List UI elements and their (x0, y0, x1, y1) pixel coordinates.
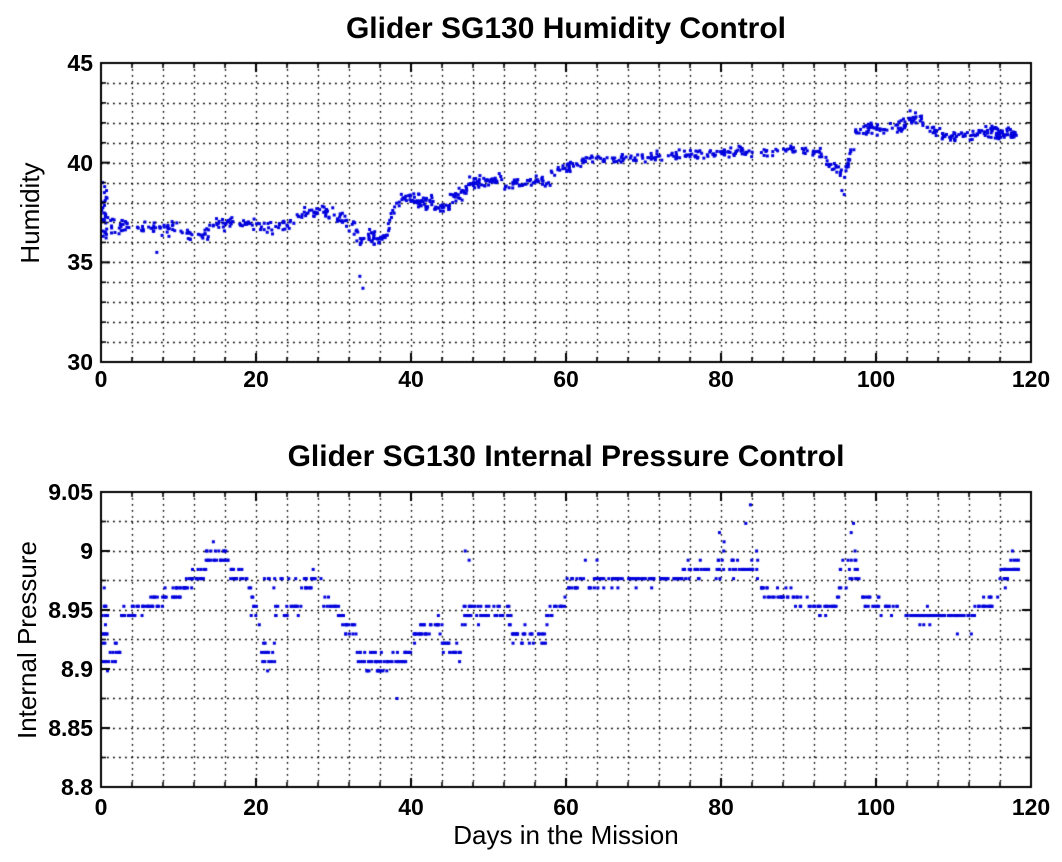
pressure-plot-title: Glider SG130 Internal Pressure Control (287, 440, 845, 473)
x-tick-label: 80 (708, 366, 734, 392)
x-tick-label: 20 (243, 794, 269, 820)
y-tick-label: 8.85 (48, 715, 93, 741)
x-tick-label: 0 (94, 366, 108, 392)
x-tick-label: 40 (398, 794, 424, 820)
x-tick-label: 100 (856, 366, 896, 392)
y-tick-label: 35 (67, 249, 93, 276)
y-tick-label: 30 (67, 349, 93, 375)
x-tick-label: 40 (398, 366, 424, 392)
y-tick-label: 45 (67, 50, 93, 76)
y-tick-label: 8.9 (61, 656, 93, 682)
x-tick-label: 80 (708, 794, 734, 820)
x-axis-label: Days in the Mission (453, 820, 679, 850)
x-tick-label: 20 (243, 366, 269, 392)
x-tick-label: 100 (856, 794, 896, 820)
humidity-plot-title: Glider SG130 Humidity Control (345, 12, 787, 45)
x-tick-label: 60 (553, 794, 579, 820)
y-tick-label: 9.05 (48, 479, 93, 505)
y-tick-label: 8.95 (48, 597, 93, 623)
y-tick-label: 8.8 (61, 774, 93, 800)
x-tick-label: 60 (553, 366, 579, 392)
x-tick-label: 120 (1011, 366, 1051, 392)
y-tick-label: 9 (80, 538, 93, 564)
x-tick-label: 0 (94, 794, 108, 820)
x-tick-label: 120 (1011, 794, 1051, 820)
y-tick-label: 40 (67, 149, 93, 176)
